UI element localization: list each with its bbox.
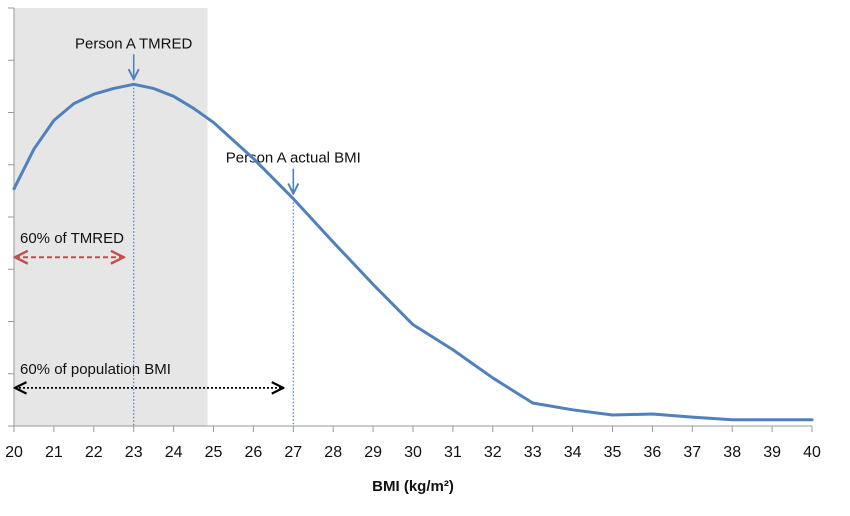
x-tick-label: 29	[364, 444, 382, 461]
x-tick-label: 25	[205, 444, 223, 461]
x-tick-label: 30	[404, 444, 422, 461]
x-tick-label: 31	[444, 444, 462, 461]
marker-label: Person A TMRED	[75, 35, 192, 52]
x-tick-label: 26	[245, 444, 263, 461]
x-tick-label: 36	[644, 444, 662, 461]
x-axis-label: BMI (kg/m²)	[372, 478, 454, 495]
x-tick-label: 27	[284, 444, 302, 461]
x-tick-label: 33	[524, 444, 542, 461]
x-tick-label: 24	[165, 444, 183, 461]
range-label: 60% of TMRED	[20, 230, 124, 247]
x-tick-label: 37	[683, 444, 701, 461]
line-series	[12, 82, 814, 422]
marker-label: Person A actual BMI	[226, 150, 361, 167]
x-tick-label: 21	[45, 444, 63, 461]
x-tick-label: 22	[85, 444, 103, 461]
x-tick-label: 38	[723, 444, 741, 461]
shaded-region	[14, 8, 208, 426]
x-tick-label: 40	[803, 444, 821, 461]
x-tick-label: 35	[604, 444, 622, 461]
x-tick-label: 34	[564, 444, 582, 461]
x-tick-label: 32	[484, 444, 502, 461]
x-tick-label: 39	[763, 444, 781, 461]
x-tick-label: 20	[5, 444, 23, 461]
x-tick-label: 23	[125, 444, 143, 461]
x-tick-label: 28	[324, 444, 342, 461]
range-label: 60% of population BMI	[20, 361, 171, 378]
